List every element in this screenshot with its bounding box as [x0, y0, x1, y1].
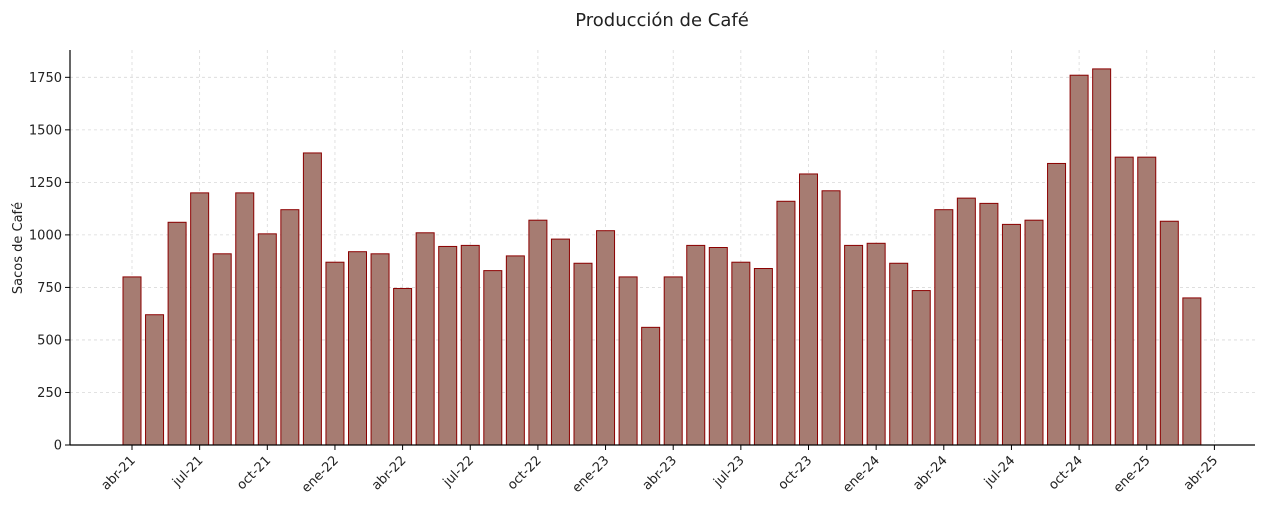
y-tick-label: 750 — [37, 281, 62, 296]
bar-2025-02 — [1159, 220, 1179, 446]
bar-2021-04 — [122, 276, 142, 446]
bar-2022-01 — [325, 261, 345, 446]
bar-2022-11 — [550, 238, 570, 446]
y-tick-label: 1250 — [29, 176, 62, 191]
bar-2021-07 — [190, 192, 210, 446]
bar-2024-04 — [934, 209, 954, 446]
bar-2024-10 — [1069, 74, 1089, 446]
x-tick-label: abr-23 — [640, 453, 680, 493]
y-tick-label: 1750 — [29, 71, 62, 86]
bar-2021-06 — [167, 221, 187, 446]
bar-2023-06 — [708, 247, 728, 446]
bar-2023-04 — [663, 276, 683, 446]
bar-2022-07 — [460, 244, 480, 446]
y-tick-label: 0 — [54, 439, 62, 454]
bar-2023-05 — [686, 244, 706, 446]
x-tick-label: ene-22 — [299, 453, 342, 496]
bar-2022-06 — [438, 245, 458, 446]
bar-2023-12 — [844, 244, 864, 446]
x-tick-label: jul-23 — [710, 453, 747, 490]
bars — [122, 68, 1202, 446]
x-axis-ticks: abr-21 jul-21 oct-21 ene-22 abr-22 jul-22 oct-… — [99, 445, 1221, 496]
x-tick-label: oct-23 — [775, 453, 815, 493]
bar-2021-10 — [257, 233, 277, 446]
bar-2022-09 — [505, 255, 525, 446]
y-axis-label: Sacos de Café — [11, 202, 26, 294]
bar-2023-01 — [596, 230, 616, 446]
x-tick-label: ene-25 — [1111, 453, 1154, 496]
bar-2021-05 — [145, 314, 165, 446]
x-tick-label: abr-21 — [99, 453, 139, 493]
bar-2024-05 — [956, 197, 976, 446]
x-tick-label: abr-22 — [369, 453, 409, 493]
bar-2021-08 — [212, 253, 232, 446]
bar-2025-01 — [1137, 156, 1157, 446]
x-tick-label: jul-22 — [440, 453, 477, 490]
x-tick-label: abr-25 — [1181, 453, 1221, 493]
bar-2023-07 — [731, 261, 751, 446]
bar-2025-03 — [1182, 297, 1202, 446]
bar-2023-08 — [753, 268, 773, 446]
bar-2024-06 — [979, 202, 999, 446]
bar-2024-12 — [1114, 156, 1134, 446]
x-tick-label: abr-24 — [910, 453, 950, 493]
x-tick-label: oct-22 — [505, 453, 545, 493]
y-tick-label: 500 — [37, 333, 62, 348]
y-tick-label: 250 — [37, 386, 62, 401]
bar-2021-11 — [280, 209, 300, 446]
bar-2023-11 — [821, 190, 841, 446]
bar-2022-12 — [573, 262, 593, 446]
bar-2024-09 — [1047, 162, 1067, 446]
x-tick-label: ene-24 — [840, 453, 883, 496]
bar-2022-10 — [528, 219, 548, 446]
bar-2023-09 — [776, 200, 796, 446]
y-axis-ticks: 0 250 500 750 1000 1250 1500 1750 — [29, 71, 70, 454]
bar-2024-03 — [911, 290, 931, 446]
bar-2022-03 — [370, 253, 390, 446]
x-tick-label: oct-21 — [234, 453, 274, 493]
bar-2022-02 — [348, 251, 367, 446]
x-tick-label: jul-21 — [169, 453, 206, 490]
bar-2024-07 — [1001, 223, 1021, 446]
bar-2024-01 — [866, 242, 886, 446]
bar-2023-10 — [799, 173, 818, 446]
x-tick-label: oct-24 — [1046, 453, 1086, 493]
bar-2023-02 — [618, 276, 638, 446]
y-tick-label: 1000 — [29, 228, 62, 243]
bar-2022-04 — [393, 287, 413, 446]
chart-title: Producción de Café — [575, 10, 749, 31]
bar-2024-08 — [1024, 219, 1044, 446]
x-tick-label: jul-24 — [981, 453, 1018, 490]
bar-2023-03 — [641, 326, 661, 446]
bar-2024-02 — [889, 262, 909, 446]
y-tick-label: 1500 — [29, 123, 62, 138]
bar-2021-09 — [235, 192, 255, 446]
x-tick-label: ene-23 — [570, 453, 613, 496]
bar-2024-11 — [1092, 68, 1112, 446]
bar-2022-05 — [415, 232, 435, 446]
bar-2022-08 — [483, 270, 503, 446]
bar-2021-12 — [302, 152, 322, 446]
